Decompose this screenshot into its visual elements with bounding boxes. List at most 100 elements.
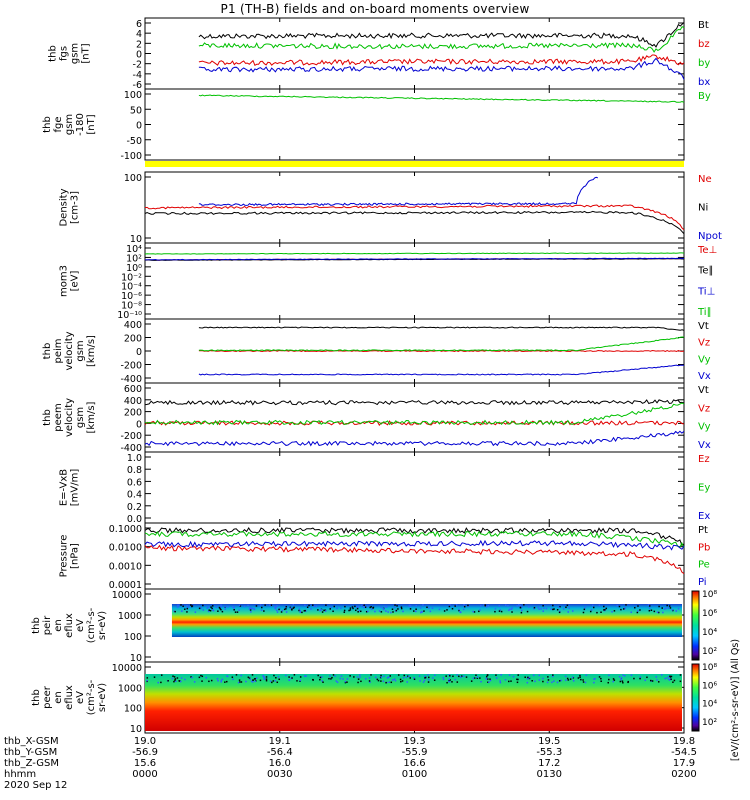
- speckle: [543, 607, 545, 610]
- speckle: [495, 674, 497, 676]
- speckle: [613, 679, 616, 681]
- speckle: [274, 680, 277, 682]
- speckle: [526, 681, 529, 684]
- speckle: [456, 674, 458, 676]
- speckle: [260, 609, 263, 611]
- speckle: [323, 609, 325, 612]
- speckle: [217, 679, 219, 682]
- speckle: [371, 608, 373, 610]
- speckle: [210, 679, 213, 682]
- speckle: [263, 610, 265, 612]
- speckle: [243, 605, 246, 608]
- speckle: [198, 676, 201, 679]
- speckle: [248, 677, 251, 679]
- speckle: [361, 604, 363, 607]
- y-axis-label: eV: [75, 619, 86, 632]
- speckle: [317, 674, 319, 677]
- speckle: [344, 605, 346, 608]
- y-tick-label: 0.1000: [109, 524, 142, 535]
- speckle: [566, 604, 569, 607]
- speckle: [176, 606, 179, 608]
- speckle: [489, 679, 492, 682]
- speckle: [200, 674, 202, 677]
- colorbar: [691, 663, 700, 732]
- speckle: [321, 611, 324, 613]
- speckle: [630, 611, 633, 613]
- speckle: [451, 681, 453, 683]
- series-line-Ni: [144, 210, 685, 235]
- y-tick-label: 10: [130, 724, 142, 735]
- speckle: [207, 610, 210, 613]
- speckle: [263, 676, 265, 679]
- speckle: [542, 610, 544, 612]
- speckle: [553, 680, 555, 682]
- speckle: [402, 677, 405, 679]
- speckle: [392, 679, 394, 681]
- speckle: [232, 678, 234, 681]
- legend-Te∥: Te∥: [697, 266, 714, 277]
- y-tick-label: 10⁻¹⁰: [117, 310, 142, 321]
- speckle: [449, 604, 451, 606]
- speckle: [498, 610, 501, 612]
- y-axis-label: (cm²-s-: [86, 607, 97, 643]
- speckle: [428, 607, 430, 609]
- speckle: [519, 606, 522, 609]
- speckle: [592, 606, 595, 609]
- speckle: [346, 681, 348, 683]
- speckle: [374, 610, 376, 613]
- speckle: [448, 604, 451, 607]
- speckle: [486, 675, 488, 678]
- speckle: [511, 607, 513, 609]
- speckle: [393, 606, 396, 609]
- speckle: [238, 609, 240, 611]
- y-tick-label: 10⁻⁶: [121, 291, 142, 302]
- speckle: [368, 680, 371, 682]
- speckle: [523, 604, 525, 606]
- legend-Vy: Vy: [698, 422, 711, 433]
- speckle: [259, 604, 262, 606]
- speckle: [462, 608, 465, 611]
- speckle: [508, 680, 510, 683]
- speckle: [679, 674, 682, 676]
- speckle: [516, 681, 519, 684]
- speckle: [517, 674, 519, 676]
- speckle: [239, 681, 241, 683]
- speckle: [673, 679, 676, 682]
- speckle: [303, 675, 306, 677]
- speckle: [321, 680, 323, 682]
- speckle: [455, 604, 458, 606]
- y-tick-label: -400: [120, 374, 142, 385]
- speckle: [446, 681, 448, 684]
- speckle: [577, 677, 580, 679]
- speckle: [607, 681, 609, 684]
- speckle: [500, 674, 502, 676]
- speckle: [558, 611, 561, 614]
- speckle: [269, 680, 272, 683]
- speckle: [289, 606, 292, 609]
- speckle: [209, 609, 212, 612]
- speckle: [349, 607, 352, 609]
- x-axis-value: 19.5: [538, 736, 560, 747]
- y-axis-label: Density: [59, 188, 70, 226]
- speckle: [336, 681, 339, 684]
- speckle: [271, 681, 273, 684]
- speckle: [648, 605, 651, 607]
- y-tick-label: 400: [124, 396, 142, 407]
- speckle: [657, 611, 660, 614]
- speckle: [369, 606, 371, 609]
- speckle: [612, 680, 615, 683]
- speckle: [672, 681, 674, 683]
- series-line-Vt: [198, 326, 685, 331]
- y-axis-label: velocity: [64, 398, 75, 437]
- speckle: [335, 680, 338, 682]
- speckle: [401, 680, 404, 682]
- y-axis-label: [nT]: [86, 114, 97, 134]
- colorbar-tick-label: 10⁸: [702, 590, 717, 600]
- speckle: [408, 675, 410, 678]
- speckle: [317, 609, 319, 611]
- speckle: [191, 676, 193, 679]
- speckle: [665, 607, 667, 610]
- speckle: [667, 607, 670, 609]
- speckle: [520, 611, 523, 614]
- speckle: [552, 608, 554, 611]
